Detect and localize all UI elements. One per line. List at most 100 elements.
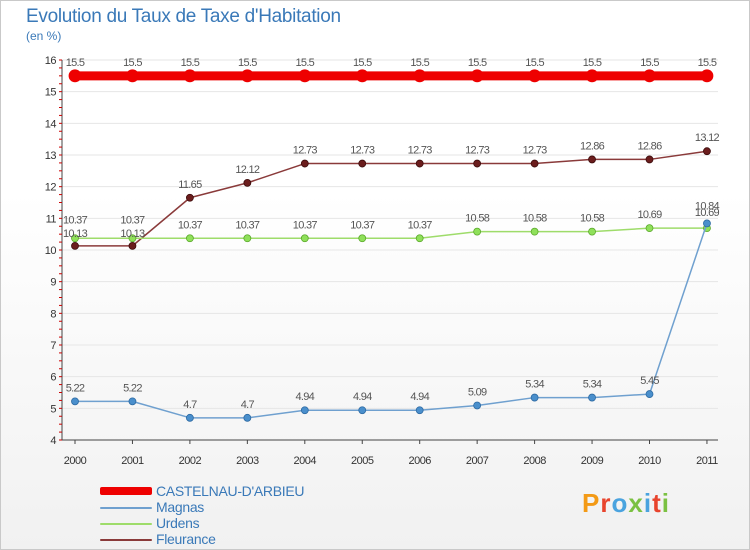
- data-point: [415, 159, 424, 168]
- data-label: 12.73: [293, 145, 318, 157]
- series-line: [74, 150, 708, 247]
- y-tick-label: 4: [50, 435, 56, 447]
- data-label: 5.45: [640, 375, 659, 387]
- data-label: 15.5: [238, 57, 257, 69]
- legend-swatch: [100, 487, 152, 495]
- logo-letter: o: [611, 488, 629, 518]
- data-point: [128, 234, 137, 243]
- data-label: 10.37: [293, 219, 318, 231]
- data-label: 5.22: [66, 382, 85, 394]
- data-point: [126, 69, 139, 83]
- data-label: 10.37: [63, 214, 88, 226]
- x-tick-label: 2004: [294, 455, 317, 467]
- legend-label: Magnas: [156, 499, 205, 515]
- data-point: [243, 413, 252, 422]
- data-point: [530, 227, 539, 236]
- data-point: [643, 69, 656, 83]
- data-label: 12.12: [235, 164, 260, 176]
- data-label: 11.65: [178, 179, 202, 191]
- series-line: [74, 222, 708, 419]
- legend-swatch: [100, 523, 152, 525]
- legend-swatch: [100, 539, 152, 541]
- logo-letter: i: [643, 488, 653, 518]
- data-label: 10.58: [523, 213, 548, 225]
- data-point: [415, 234, 424, 243]
- y-tick-label: 16: [45, 55, 57, 67]
- data-label: 12.73: [523, 145, 548, 157]
- data-point: [588, 227, 596, 236]
- series-magnas: [71, 219, 711, 422]
- x-tick-label: 2008: [523, 455, 546, 467]
- y-tick-label: 5: [50, 403, 56, 415]
- data-point: [585, 69, 599, 83]
- y-tick-label: 8: [50, 308, 56, 320]
- logo-letter: r: [600, 488, 612, 518]
- data-point: [473, 401, 482, 410]
- series-urdens: [71, 224, 711, 243]
- data-label: 13.12: [695, 132, 720, 144]
- data-label: 10.37: [408, 219, 433, 231]
- data-point: [645, 390, 654, 398]
- logo-letter: P: [582, 488, 601, 518]
- y-tick-label: 7: [50, 340, 56, 352]
- x-tick-label: 2002: [179, 455, 202, 467]
- data-label: 10.58: [465, 213, 490, 225]
- data-label: 4.94: [353, 391, 372, 403]
- data-label: 5.34: [525, 379, 544, 391]
- data-label: 15.5: [698, 57, 717, 69]
- data-point: [355, 69, 369, 83]
- data-label: 15.5: [410, 57, 429, 69]
- data-label: 15.5: [640, 57, 659, 69]
- data-label: 15.5: [295, 57, 314, 69]
- data-point: [71, 241, 79, 250]
- y-tick-label: 6: [50, 372, 56, 384]
- data-label: 4.7: [183, 399, 197, 411]
- x-tick-label: 2011: [696, 455, 718, 467]
- x-tick-label: 2001: [121, 455, 144, 467]
- data-point: [71, 397, 79, 406]
- data-point: [300, 406, 309, 415]
- series-line: [74, 227, 708, 240]
- data-label: 12.73: [350, 145, 375, 157]
- data-point: [185, 234, 194, 243]
- logo-letter: x: [628, 488, 644, 518]
- data-point: [703, 219, 711, 228]
- data-point: [358, 234, 367, 243]
- x-tick-label: 2010: [638, 455, 661, 467]
- series-fleurance: [71, 147, 711, 250]
- data-label: 12.73: [408, 145, 433, 157]
- data-point: [528, 69, 541, 83]
- legend-swatch: [100, 507, 152, 509]
- data-point: [530, 393, 539, 402]
- data-label: 15.5: [583, 57, 602, 69]
- data-label: 12.86: [580, 140, 605, 152]
- data-label: 4.94: [410, 391, 429, 403]
- data-label: 10.84: [695, 200, 720, 212]
- x-tick-label: 2000: [64, 455, 87, 467]
- proxiti-logo: Proxiti: [582, 488, 670, 519]
- legend-label: CASTELNAU-D'ARBIEU: [156, 483, 305, 499]
- y-tick-label: 10: [45, 245, 57, 257]
- data-label: 15.5: [525, 57, 544, 69]
- data-point: [183, 69, 197, 83]
- data-point: [413, 69, 427, 83]
- data-point: [703, 147, 711, 156]
- y-axis-unit-label: (en %): [26, 29, 62, 43]
- x-tick-label: 2006: [408, 455, 431, 467]
- legend-label: Fleurance: [156, 531, 216, 547]
- data-label: 4.94: [295, 391, 314, 403]
- data-label: 10.13: [120, 228, 145, 240]
- data-label: 4.7: [241, 399, 255, 411]
- data-label: 10.37: [235, 219, 260, 231]
- data-point: [358, 159, 367, 168]
- data-point: [300, 234, 309, 243]
- data-point: [243, 178, 252, 187]
- data-label: 10.37: [350, 219, 375, 231]
- data-point: [71, 234, 79, 243]
- y-tick-label: 15: [45, 87, 57, 99]
- y-tick-label: 9: [50, 277, 56, 289]
- chart-title: Evolution du Taux de Taxe d'Habitation: [26, 6, 341, 27]
- logo-letter: i: [661, 488, 670, 518]
- data-point: [243, 234, 252, 243]
